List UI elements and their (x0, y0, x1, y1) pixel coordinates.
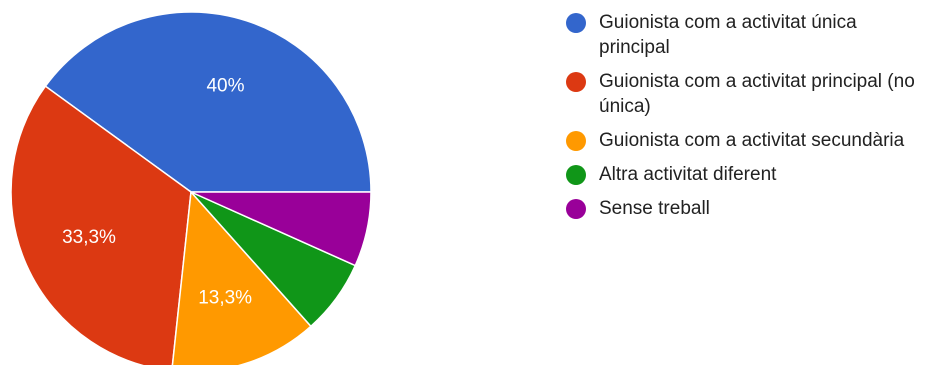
pie-slice-3[interactable] (171, 190, 312, 365)
slice-label-1: 40% (206, 75, 244, 96)
legend-item[interactable]: Guionista com a activitat secundària (566, 128, 926, 153)
legend-label: Guionista com a activitat principal (no … (599, 71, 915, 117)
legend-item[interactable]: Guionista com a activitat única principa… (566, 10, 926, 60)
legend-item[interactable]: Altra activitat diferent (566, 162, 926, 187)
legend-label: Guionista com a activitat única principa… (599, 12, 857, 58)
legend-swatch (566, 199, 586, 219)
legend-swatch (566, 13, 586, 33)
slice-label-3: 13,3% (198, 288, 252, 309)
pie-slice-2[interactable] (10, 85, 192, 365)
legend-item[interactable]: Sense treball (566, 196, 926, 221)
legend: Guionista com a activitat única principa… (566, 10, 926, 230)
legend-label: Sense treball (599, 198, 710, 219)
legend-label: Guionista com a activitat secundària (599, 130, 905, 151)
legend-swatch (566, 131, 586, 151)
legend-label: Altra activitat diferent (599, 164, 777, 185)
slice-label-2: 33,3% (62, 227, 116, 248)
legend-swatch (566, 72, 586, 92)
legend-item[interactable]: Guionista com a activitat principal (no … (566, 69, 926, 119)
pie-slice-5[interactable] (190, 191, 372, 267)
pie-slice-1[interactable] (44, 11, 372, 193)
legend-swatch (566, 165, 586, 185)
